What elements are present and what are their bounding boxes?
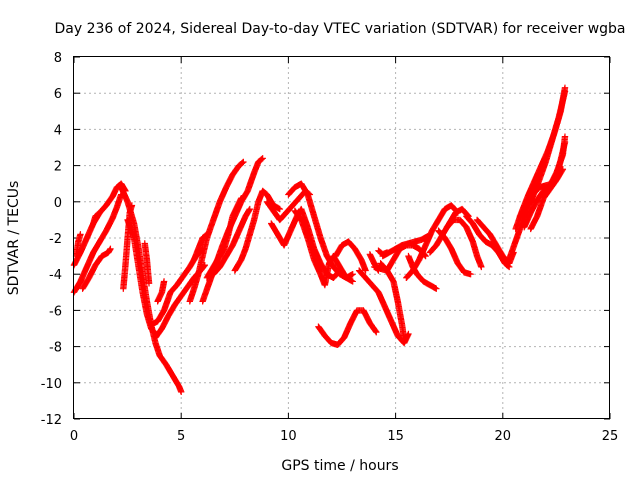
- data-point-marker: [95, 210, 103, 217]
- data-points: [70, 84, 569, 396]
- data-point-marker: [561, 84, 569, 91]
- series-arc-30: [379, 232, 431, 260]
- data-point-marker: [145, 280, 153, 287]
- series-arc-10: [154, 278, 168, 305]
- y-tick-label: -2: [49, 232, 62, 247]
- series-arc-41: [521, 133, 569, 231]
- data-point-marker: [240, 158, 247, 166]
- data-point-marker: [258, 155, 266, 163]
- series-arc-23: [332, 238, 369, 274]
- y-tick-label: 8: [54, 51, 62, 66]
- data-point-marker: [561, 133, 569, 140]
- data-point-marker: [77, 231, 84, 238]
- y-tick-label: 4: [54, 123, 62, 138]
- data-point-marker: [276, 205, 284, 213]
- y-tick-label: 6: [54, 87, 62, 102]
- series-arc-22: [291, 207, 356, 289]
- y-tick-label: -10: [41, 377, 62, 392]
- data-point-marker: [178, 388, 185, 396]
- data-point-marker: [349, 278, 356, 285]
- y-tick-label: -8: [49, 341, 62, 356]
- y-tick-label: -12: [41, 413, 62, 428]
- series-arc-34: [435, 227, 474, 278]
- series-arc-24: [315, 307, 380, 348]
- data-point-marker: [362, 267, 369, 274]
- series-arc-9: [141, 240, 153, 287]
- series-arc-16: [190, 231, 211, 263]
- x-tick-label: 10: [280, 429, 297, 444]
- chart-title: Day 236 of 2024, Sidereal Day-to-day VTE…: [54, 21, 625, 37]
- x-tick-label: 0: [70, 429, 78, 444]
- data-point-marker: [349, 271, 356, 278]
- series-arc-18: [231, 187, 284, 274]
- series-arc-17: [210, 205, 254, 278]
- data-point-marker: [107, 245, 114, 253]
- series-arc-5: [90, 209, 103, 227]
- series-arc-31: [403, 202, 461, 282]
- series-arc-15: [203, 194, 245, 282]
- series-arc-42: [527, 166, 567, 233]
- data-point-marker: [203, 231, 211, 238]
- series-arc-3: [72, 231, 84, 260]
- data-point-marker: [559, 166, 567, 173]
- data-point-marker: [238, 194, 245, 202]
- series-arc-21: [285, 180, 356, 282]
- data-point-marker: [246, 205, 254, 213]
- series-arc-19: [263, 187, 314, 224]
- y-tick-label: -6: [49, 304, 62, 319]
- x-tick-label: 25: [602, 429, 619, 444]
- x-tick-label: 5: [177, 429, 185, 444]
- data-point-marker: [202, 231, 210, 239]
- x-axis-label: GPS time / hours: [281, 458, 398, 474]
- series-arc-32: [405, 252, 440, 292]
- data-point-marker: [160, 278, 168, 285]
- series-arc-4: [79, 245, 114, 292]
- data-point-marker: [400, 336, 408, 343]
- y-tick-label: 0: [54, 196, 62, 211]
- data-point-marker: [372, 328, 379, 335]
- data-point-marker: [96, 209, 103, 216]
- y-tick-label: -4: [49, 268, 62, 283]
- data-point-marker: [239, 159, 246, 166]
- y-tick-label: 2: [54, 160, 62, 175]
- series-arc-13: [186, 158, 247, 305]
- axis-ticks: 0 5 10 15 20 25 -12 -10 -8 -6 -4 -2 0 2 4 6 8: [41, 51, 619, 444]
- data-point-marker: [467, 271, 474, 278]
- data-point-marker: [433, 285, 440, 292]
- data-point-marker: [259, 155, 266, 162]
- plot-frame: [73, 56, 610, 419]
- data-point-marker: [478, 263, 485, 271]
- x-tick-label: 20: [495, 429, 512, 444]
- series-arc-39: [512, 84, 569, 233]
- x-tick-label: 15: [387, 429, 404, 444]
- y-axis-label: SDTVAR / TECUs: [6, 181, 22, 296]
- series-arc-35: [443, 216, 485, 271]
- data-point-marker: [373, 328, 380, 336]
